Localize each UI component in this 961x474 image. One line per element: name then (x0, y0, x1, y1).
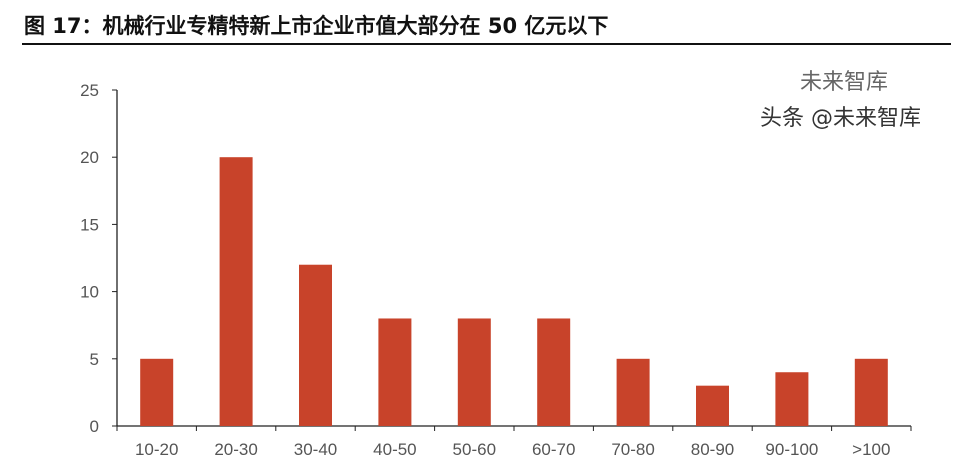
x-tick-label: 50-60 (453, 440, 496, 459)
bar (299, 264, 332, 426)
bar (775, 372, 809, 426)
x-tick-label: 90-100 (765, 440, 818, 459)
y-tick-label: 15 (80, 215, 99, 234)
bar (537, 318, 571, 426)
chart-title: 图 17：机械行业专精特新上市企业市值大部分在 50 亿元以下 (24, 14, 609, 38)
bar (378, 318, 412, 426)
bar (616, 358, 650, 426)
bar (219, 157, 253, 426)
y-tick-label: 5 (90, 350, 99, 369)
y-tick-label: 0 (90, 417, 99, 436)
title-divider (22, 43, 951, 45)
y-tick-label: 10 (80, 283, 99, 302)
x-tick-label: 40-50 (373, 440, 416, 459)
x-tick-label: 10-20 (135, 440, 178, 459)
bar (696, 385, 729, 426)
x-tick-label: 20-30 (214, 440, 257, 459)
y-tick-label: 25 (80, 81, 99, 100)
y-tick-label: 20 (80, 148, 99, 167)
x-tick-label: 70-80 (611, 440, 654, 459)
x-tick-label: >100 (852, 440, 890, 459)
bar (140, 358, 174, 426)
watermark-logo-text: 未来智库 (800, 70, 889, 95)
x-tick-label: 80-90 (691, 440, 734, 459)
bar (854, 358, 888, 426)
bar (457, 318, 491, 426)
watermark-text: 头条 @未来智库 (760, 106, 921, 131)
x-tick-label: 60-70 (532, 440, 575, 459)
x-tick-label: 30-40 (294, 440, 337, 459)
